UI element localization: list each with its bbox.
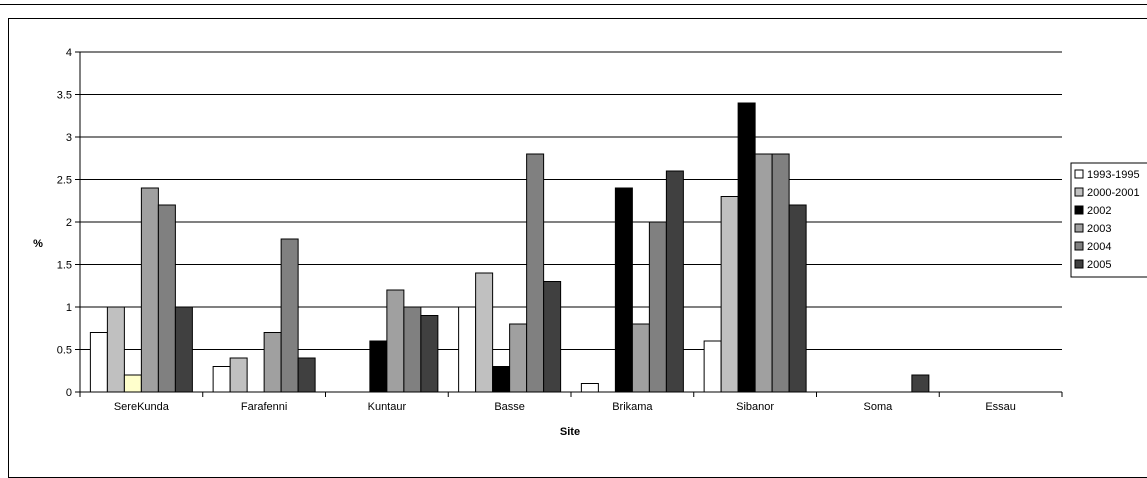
bar [492,366,511,393]
y-tick-label: 3 [66,132,72,144]
bar [386,289,405,393]
bar [509,323,528,393]
bar [157,204,176,393]
bar [703,340,722,393]
bar [543,281,562,393]
bar [174,306,193,393]
x-tick-label: Sibanor [736,401,774,413]
x-tick-label: Kuntaur [368,401,407,413]
bar [369,340,388,393]
bar [631,323,650,393]
y-tick-label: 1 [66,302,72,314]
bar-chart: 0 0.5 1 1.5 2 2.5 3 3.5 4 SereKunda Farafenni Kunt… [33,47,1147,438]
bars [89,102,930,393]
bar [771,153,790,393]
bar [297,357,316,393]
bar [212,366,231,393]
bar [403,306,422,393]
bar [911,374,930,393]
x-tick-label: Soma [864,401,894,413]
legend-swatch [1074,259,1084,269]
y-tick-label: 2.5 [57,175,72,187]
bar [263,332,282,393]
bar [280,238,299,393]
legend-label: 2005 [1087,259,1111,271]
legend-swatch [1074,187,1084,197]
bar [788,204,807,393]
y-tick-label: 0.5 [57,345,72,357]
bar [140,187,159,393]
gridlines [75,51,1062,393]
legend-swatch [1074,169,1084,179]
legend-label: 2004 [1087,241,1111,253]
x-tick-label: Brikama [612,401,653,413]
bar [475,272,494,393]
y-tick-label: 2 [66,217,72,229]
legend-swatch [1074,223,1084,233]
bar [737,102,756,393]
x-tick-label: Farafenni [241,401,287,413]
legend-swatch [1074,241,1084,251]
bar [720,196,739,393]
bar [526,153,545,393]
bar [106,306,125,393]
bar [648,221,667,393]
legend-label: 1993-1995 [1087,169,1140,181]
bar [420,315,439,393]
x-tick-label: Essau [985,401,1016,413]
bar [229,357,248,393]
y-tick-labels: 0 0.5 1 1.5 2 2.5 3 3.5 4 [57,47,72,399]
legend-frame [1070,162,1147,278]
bar [123,374,142,393]
x-tick-label: SereKunda [114,401,170,413]
legend-label: 2000-2001 [1087,187,1140,199]
y-axis-title: % [33,238,43,250]
legend-label: 2003 [1087,223,1111,235]
bar [665,170,684,393]
y-tick-label: 3.5 [57,90,72,102]
axes [79,52,1063,397]
x-axis-title: Site [560,426,580,438]
bar [458,306,477,393]
y-tick-label: 1.5 [57,260,72,272]
bar [754,153,773,393]
top-rule [0,0,1147,5]
y-tick-label: 4 [66,47,72,59]
x-tick-labels: SereKunda Farafenni Kuntaur Basse Brikama Sib… [114,401,1016,413]
bar [89,332,108,393]
legend-swatch [1074,205,1084,215]
legend: 1993-1995 2000-2001 2002 2003 2004 2005 [1070,162,1147,278]
y-tick-label: 0 [66,387,72,399]
x-tick-label: Basse [494,401,525,413]
legend-label: 2002 [1087,205,1111,217]
bar [614,187,633,393]
bar [580,383,599,393]
